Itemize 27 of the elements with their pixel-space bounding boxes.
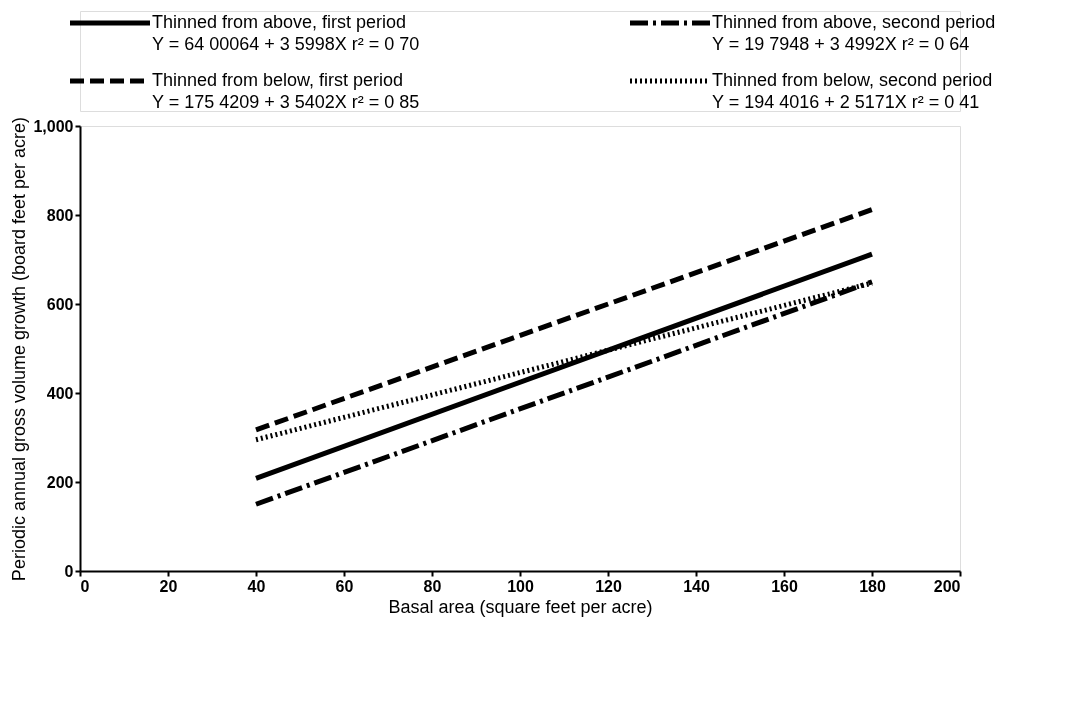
text: Y = 64 00064 + 3 5998X r² = 0 70 (152, 34, 420, 54)
y-tick-label: 600 (46, 295, 74, 313)
x-tick-label: 180 (859, 577, 886, 595)
legend-label: Thinned from above, second period (712, 12, 996, 32)
legend-label: Thinned from below, second period (712, 70, 993, 90)
x-tick-label: 200 (933, 577, 961, 595)
x-tick-label: 40 (247, 577, 266, 595)
y-tick-label: 800 (46, 206, 74, 224)
text: Y = 19 7948 + 3 4992X r² = 0 64 (712, 34, 970, 54)
y-axis-title: Periodic annual gross volume growth (board feet per acre) (9, 116, 30, 582)
x-tick-label: 60 (335, 577, 354, 595)
x-tick-label: 100 (507, 577, 534, 595)
x-axis-title: Basal area (square feet per acre) (388, 596, 653, 617)
text: Y = 175 4209 + 3 5402X r² = 0 85 (152, 92, 420, 112)
legend-label: Thinned from below, first period (152, 70, 404, 90)
y-tick-label: 400 (46, 384, 74, 402)
y-tick-label: 0 (64, 562, 74, 580)
y-tick-label: 200 (46, 473, 74, 491)
x-tick-label: 120 (595, 577, 622, 595)
x-tick-label: 160 (771, 577, 798, 595)
text: Y = 194 4016 + 2 5171X r² = 0 41 (712, 92, 980, 112)
x-tick-label: 140 (683, 577, 710, 595)
x-tick-label: 20 (159, 577, 178, 595)
y-tick-label: 1,000 (33, 117, 74, 135)
x-tick-label: 0 (80, 577, 90, 595)
x-tick-label: 80 (423, 577, 442, 595)
legend-label: Thinned from above, first period (152, 12, 407, 32)
